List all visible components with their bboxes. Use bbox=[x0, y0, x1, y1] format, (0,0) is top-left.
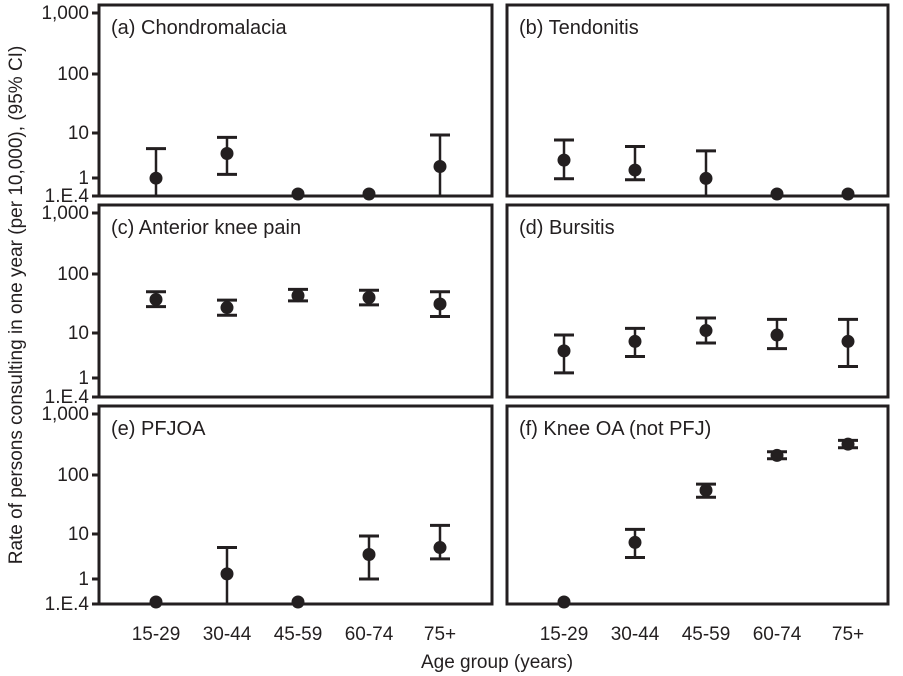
y-tick-label: 1.E.4 bbox=[45, 186, 90, 207]
x-tick-label: 45-59 bbox=[274, 624, 323, 645]
panel-b: (b) Tendonitis bbox=[505, 3, 890, 201]
data-point bbox=[433, 541, 447, 555]
y-tick-label: 100 bbox=[57, 465, 89, 486]
panel-c: (c) Anterior knee pain 1,000 100 10 11.E.4 bbox=[41, 203, 494, 408]
data-point bbox=[433, 297, 447, 311]
data-point bbox=[362, 548, 376, 562]
x-tick-label: 45-59 bbox=[682, 624, 731, 645]
data-point bbox=[770, 448, 784, 462]
data-point bbox=[291, 595, 305, 609]
panel-title: (e) PFJOA bbox=[111, 418, 206, 440]
x-tick-label: 60-74 bbox=[345, 624, 394, 645]
panel-frame bbox=[505, 3, 890, 198]
data-point bbox=[699, 483, 713, 497]
y-tick-label: 1.E.4 bbox=[45, 594, 90, 615]
data-point bbox=[770, 328, 784, 342]
y-tick-label: 100 bbox=[57, 64, 89, 85]
y-tick-label: 10 bbox=[68, 123, 89, 144]
data-point bbox=[149, 292, 163, 306]
x-tick-label: 60-74 bbox=[753, 624, 802, 645]
y-tick-label: 1,000 bbox=[41, 404, 89, 425]
data-point bbox=[699, 324, 713, 338]
y-tick-label: 1,000 bbox=[41, 3, 89, 24]
x-tick-label: 75+ bbox=[424, 624, 456, 645]
x-tick-label: 30-44 bbox=[203, 624, 252, 645]
data-point bbox=[841, 437, 855, 451]
data-point bbox=[291, 289, 305, 303]
y-tick-label: 1 bbox=[78, 569, 89, 590]
y-tick-label: 1 bbox=[78, 368, 89, 389]
data-point bbox=[557, 344, 571, 358]
y-tick-label: 10 bbox=[68, 524, 89, 545]
data-point bbox=[628, 334, 642, 348]
data-point bbox=[220, 567, 234, 581]
data-point bbox=[557, 595, 571, 609]
data-point bbox=[699, 171, 713, 185]
panel-title: (c) Anterior knee pain bbox=[111, 217, 301, 239]
panel-frame bbox=[505, 203, 890, 399]
data-point bbox=[433, 160, 447, 174]
data-point bbox=[220, 301, 234, 315]
data-point bbox=[841, 334, 855, 348]
panel-e: (e) PFJOA 1,000 100 10 1 1.E.4 15-29 30-44 45-59… bbox=[41, 404, 494, 645]
data-point bbox=[149, 595, 163, 609]
panel-title: (a) Chondromalacia bbox=[111, 17, 288, 39]
data-point bbox=[149, 171, 163, 185]
y-tick-label: 100 bbox=[57, 264, 89, 285]
data-point bbox=[628, 535, 642, 549]
x-tick-label: 15-29 bbox=[132, 624, 181, 645]
data-point bbox=[841, 187, 855, 201]
data-point bbox=[628, 163, 642, 177]
data-point bbox=[557, 153, 571, 167]
panel-title: (b) Tendonitis bbox=[519, 17, 639, 39]
panel-frame bbox=[505, 404, 890, 606]
panel-d: (d) Bursitis bbox=[505, 203, 890, 399]
data-point bbox=[291, 187, 305, 201]
panel-title: (f) Knee OA (not PFJ) bbox=[519, 418, 711, 440]
y-tick-label: 1 bbox=[78, 168, 89, 189]
x-tick-label: 15-29 bbox=[540, 624, 589, 645]
panel-f: (f) Knee OA (not PFJ) 15-29 30-44 45-59 60-7… bbox=[505, 404, 890, 645]
y-tick-label: 1,000 bbox=[41, 203, 89, 224]
y-tick-label: 10 bbox=[68, 323, 89, 344]
y-axis-label: Rate of persons consulting in one year (… bbox=[6, 46, 27, 565]
data-point bbox=[220, 147, 234, 161]
x-axis-label: Age group (years) bbox=[421, 652, 573, 673]
y-tick-label: 1.E.4 bbox=[45, 387, 90, 408]
data-point bbox=[770, 187, 784, 201]
panel-frame bbox=[97, 203, 494, 399]
x-tick-label: 75+ bbox=[832, 624, 864, 645]
data-point bbox=[362, 187, 376, 201]
panel-title: (d) Bursitis bbox=[519, 217, 615, 239]
data-point bbox=[362, 290, 376, 304]
x-tick-label: 30-44 bbox=[611, 624, 660, 645]
panel-a: (a) Chondromalacia 1,000 100 10 11.E.4 bbox=[41, 3, 494, 207]
